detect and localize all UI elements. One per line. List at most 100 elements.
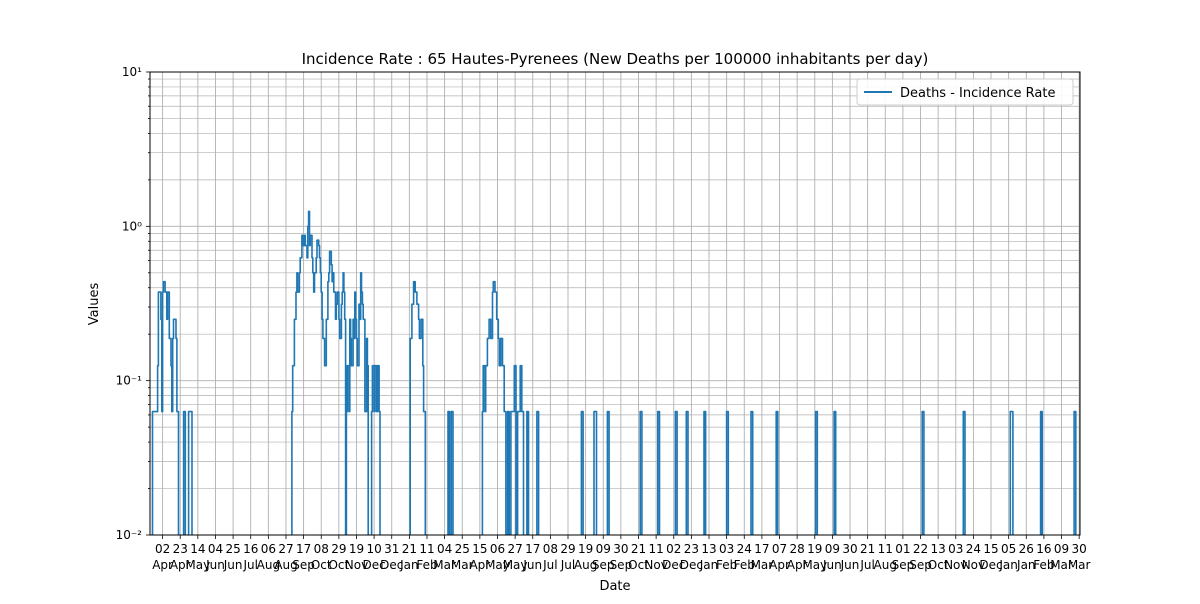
x-tick-day-label: 30 <box>842 542 857 556</box>
x-tick-day-label: 16 <box>243 542 258 556</box>
x-tick-month-label: Mar <box>433 558 456 572</box>
x-tick-day-label: 15 <box>983 542 998 556</box>
series-layer <box>151 210 1077 535</box>
x-tick-month-label: Dec <box>662 558 685 572</box>
x-tick-month-label: Dec <box>979 558 1002 572</box>
x-tick-day-label: 21 <box>402 542 417 556</box>
x-tick-month-label: Feb <box>1033 558 1054 572</box>
x-tick-day-label: 25 <box>455 542 470 556</box>
x-tick-day-label: 23 <box>684 542 699 556</box>
x-tick-day-label: 30 <box>1072 542 1087 556</box>
x-tick-month-label: Jun <box>205 558 225 572</box>
x-tick-month-label: Mar <box>1068 558 1091 572</box>
x-tick-month-label: Oct <box>628 558 649 572</box>
x-tick-day-label: 01 <box>895 542 910 556</box>
x-tick-month-label: Sep <box>610 558 633 572</box>
series-line <box>151 210 1077 535</box>
x-tick-day-label: 29 <box>331 542 346 556</box>
x-tick-month-label: Aug <box>574 558 597 572</box>
x-tick-day-label: 04 <box>208 542 223 556</box>
legend: Deaths - Incidence Rate <box>856 78 1074 106</box>
x-tick-month-label: Sep <box>892 558 915 572</box>
x-tick-day-label: 17 <box>525 542 540 556</box>
x-tick-month-label: Jun <box>522 558 542 572</box>
x-tick-month-label: Apr <box>469 558 490 572</box>
x-tick-day-label: 14 <box>190 542 205 556</box>
y-tick-label: 10⁰ <box>122 219 142 233</box>
x-tick-month-label: Mar <box>451 558 474 572</box>
x-tick-month-label: Jul <box>542 558 557 572</box>
x-tick-month-label: Jun <box>840 558 860 572</box>
x-tick-day-label: 13 <box>931 542 946 556</box>
x-tick-day-label: 11 <box>878 542 893 556</box>
x-tick-day-label: 22 <box>913 542 928 556</box>
x-tick-month-label: Dec <box>680 558 703 572</box>
x-tick-month-label: Oct <box>328 558 349 572</box>
chart-title: Incidence Rate : 65 Hautes-Pyrenees (New… <box>302 50 929 68</box>
x-tick-month-label: Jan <box>699 558 719 572</box>
x-tick-month-label: Jan <box>1016 558 1036 572</box>
x-tick-month-label: Dec <box>380 558 403 572</box>
x-tick-day-label: 04 <box>437 542 452 556</box>
x-tick-month-label: Aug <box>257 558 280 572</box>
x-tick-month-label: May <box>185 558 210 572</box>
x-tick-month-label: Nov <box>944 558 967 572</box>
x-tick-day-label: 13 <box>701 542 716 556</box>
x-tick-day-label: 25 <box>225 542 240 556</box>
y-axis-label: Values <box>87 283 102 326</box>
x-tick-month-label: Jan <box>399 558 419 572</box>
x-tick-day-label: 17 <box>754 542 769 556</box>
x-tick-day-label: 02 <box>666 542 681 556</box>
x-tick-month-label: Nov <box>345 558 368 572</box>
x-tick-day-label: 19 <box>807 542 822 556</box>
x-tick-month-label: May <box>503 558 528 572</box>
x-tick-day-label: 11 <box>419 542 434 556</box>
x-tick-month-label: Oct <box>311 558 332 572</box>
x-tick-day-label: 02 <box>155 542 170 556</box>
x-tick-day-label: 15 <box>472 542 487 556</box>
x-tick-day-label: 16 <box>1036 542 1051 556</box>
x-tick-day-label: 21 <box>631 542 646 556</box>
x-tick-month-label: Sep <box>909 558 932 572</box>
x-tick-month-label: Jan <box>998 558 1018 572</box>
x-tick-month-label: Jun <box>822 558 842 572</box>
x-tick-day-label: 10 <box>366 542 381 556</box>
x-tick-day-label: 03 <box>948 542 963 556</box>
x-tick-month-label: May <box>485 558 510 572</box>
x-tick-month-label: Jul <box>560 558 575 572</box>
x-axis-label: Date <box>599 579 630 594</box>
x-tick-day-label: 31 <box>384 542 399 556</box>
x-tick-day-label: 11 <box>648 542 663 556</box>
x-tick-day-label: 26 <box>1019 542 1034 556</box>
x-tick-month-label: Mar <box>1050 558 1073 572</box>
x-tick-day-label: 29 <box>560 542 575 556</box>
x-tick-day-label: 07 <box>772 542 787 556</box>
x-tick-day-label: 17 <box>296 542 311 556</box>
x-tick-month-label: Apr <box>769 558 790 572</box>
x-tick-month-label: Apr <box>787 558 808 572</box>
x-tick-month-label: Feb <box>716 558 737 572</box>
x-tick-month-label: Nov <box>644 558 667 572</box>
x-tick-month-label: Jul <box>859 558 874 572</box>
grid-layer <box>150 71 1080 536</box>
x-tick-month-label: Aug <box>874 558 897 572</box>
x-tick-month-label: Aug <box>274 558 297 572</box>
x-tick-day-label: 08 <box>543 542 558 556</box>
x-tick-month-label: Feb <box>416 558 437 572</box>
x-tick-day-label: 27 <box>507 542 522 556</box>
y-tick-label: 10¹ <box>122 65 142 79</box>
x-tick-day-label: 28 <box>789 542 804 556</box>
x-tick-month-label: Mar <box>751 558 774 572</box>
x-tick-day-label: 06 <box>490 542 505 556</box>
x-tick-month-label: Apr <box>152 558 173 572</box>
x-tick-month-label: Feb <box>734 558 755 572</box>
x-tick-day-label: 19 <box>349 542 364 556</box>
x-tick-day-label: 03 <box>719 542 734 556</box>
x-tick-day-label: 19 <box>578 542 593 556</box>
x-tick-day-label: 24 <box>966 542 981 556</box>
x-tick-day-label: 24 <box>737 542 752 556</box>
x-tick-day-label: 09 <box>1054 542 1069 556</box>
x-tick-day-label: 23 <box>173 542 188 556</box>
y-tick-label: 10⁻² <box>116 528 143 542</box>
